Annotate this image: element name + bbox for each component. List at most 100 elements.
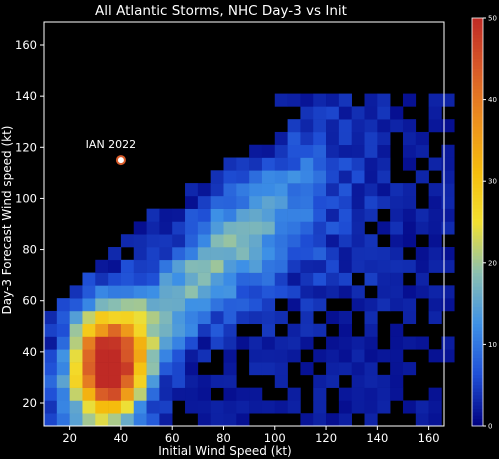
heatmap-cell bbox=[44, 310, 58, 325]
heatmap-cell bbox=[274, 183, 288, 197]
colorbar-segment bbox=[472, 334, 483, 338]
heatmap-cell bbox=[210, 413, 224, 427]
heatmap-cell bbox=[338, 272, 352, 286]
heatmap-cell bbox=[428, 247, 442, 261]
heatmap-cell bbox=[313, 387, 327, 401]
heatmap-cell bbox=[338, 131, 352, 146]
heatmap-cell bbox=[377, 119, 391, 133]
heatmap-cell bbox=[326, 208, 340, 222]
heatmap-cell bbox=[197, 298, 211, 312]
heatmap-cell bbox=[69, 349, 83, 363]
heatmap-cell bbox=[313, 349, 327, 363]
heatmap-cell bbox=[351, 144, 365, 158]
heatmap-cell bbox=[377, 387, 391, 401]
heatmap-cell bbox=[326, 144, 340, 158]
heatmap-cell bbox=[326, 336, 340, 350]
x-tick-label: 80 bbox=[216, 431, 231, 445]
colorbar-segment bbox=[472, 344, 483, 349]
heatmap-cell bbox=[364, 131, 378, 146]
heatmap-cell bbox=[223, 298, 237, 312]
heatmap-cell bbox=[159, 413, 173, 427]
heatmap-cell bbox=[300, 323, 314, 337]
heatmap-cell bbox=[428, 221, 442, 235]
colorbar-segment bbox=[472, 75, 483, 80]
heatmap-cell bbox=[95, 362, 109, 376]
heatmap-cell bbox=[159, 374, 173, 388]
heatmap-cell bbox=[441, 221, 455, 235]
colorbar-segment bbox=[472, 310, 483, 315]
heatmap-cell bbox=[287, 144, 301, 158]
heatmap-cell bbox=[210, 400, 224, 414]
colorbar-segment bbox=[472, 140, 483, 145]
heatmap-cell bbox=[249, 247, 263, 261]
heatmap-cell bbox=[428, 413, 442, 427]
heatmap-cell bbox=[197, 310, 211, 325]
colorbar-segment bbox=[472, 205, 483, 209]
heatmap-cell bbox=[326, 247, 340, 261]
y-tick-label: 80 bbox=[22, 243, 37, 257]
heatmap-cell bbox=[146, 285, 160, 299]
heatmap-cell bbox=[108, 259, 122, 273]
heatmap-cell bbox=[249, 170, 263, 184]
heatmap-cell bbox=[287, 234, 301, 248]
heatmap-cell bbox=[56, 298, 70, 312]
colorbar-segment bbox=[472, 143, 483, 148]
heatmap-cell bbox=[210, 183, 224, 197]
heatmap-cell bbox=[326, 259, 340, 273]
heatmap-cell bbox=[69, 310, 83, 325]
colorbar-segment bbox=[472, 109, 483, 114]
heatmap-cell bbox=[326, 285, 340, 299]
heatmap-cell bbox=[44, 349, 58, 363]
heatmap-cell bbox=[120, 336, 135, 350]
colorbar-segment bbox=[472, 307, 483, 311]
heatmap-cell bbox=[313, 208, 327, 222]
heatmap-cell bbox=[351, 285, 365, 299]
heatmap-cell bbox=[108, 272, 122, 286]
colorbar-segment bbox=[472, 378, 483, 383]
heatmap-cell bbox=[300, 106, 314, 120]
heatmap-cell bbox=[402, 157, 417, 171]
heatmap-cell bbox=[185, 208, 199, 222]
heatmap-cell bbox=[390, 272, 404, 286]
heatmap-cell bbox=[82, 413, 96, 427]
heatmap-cell bbox=[287, 157, 301, 171]
heatmap-cell bbox=[441, 183, 455, 197]
heatmap-cell bbox=[185, 349, 199, 363]
heatmap-cell bbox=[236, 157, 250, 171]
heatmap-cell bbox=[261, 157, 276, 171]
heatmap-cell bbox=[364, 400, 378, 414]
heatmap-cell bbox=[69, 323, 83, 337]
heatmap-cell bbox=[185, 259, 199, 273]
heatmap-cell bbox=[172, 387, 186, 401]
heatmap-cell bbox=[159, 400, 173, 414]
heatmap-cell bbox=[377, 349, 391, 363]
heatmap-cell bbox=[313, 106, 327, 120]
heatmap-cell bbox=[133, 298, 147, 312]
colorbar-tick-label: 20 bbox=[488, 259, 497, 267]
heatmap-cell bbox=[197, 387, 211, 401]
heatmap-cell bbox=[172, 247, 186, 261]
storm-label: IAN 2022 bbox=[86, 138, 137, 151]
heatmap-cell bbox=[390, 234, 404, 248]
heatmap-cell bbox=[95, 374, 109, 388]
heatmap-cell bbox=[326, 221, 340, 235]
heatmap-cell bbox=[95, 336, 109, 350]
heatmap-cell bbox=[95, 349, 109, 363]
heatmap-cell bbox=[236, 208, 250, 222]
heatmap-cell bbox=[69, 298, 83, 312]
heatmap-cell bbox=[274, 247, 288, 261]
heatmap-cell bbox=[338, 93, 352, 107]
heatmap-cell bbox=[313, 413, 327, 427]
heatmap-cell bbox=[326, 349, 340, 363]
heatmap-cell bbox=[274, 349, 288, 363]
heatmap-cell bbox=[338, 285, 352, 299]
heatmap-cell bbox=[108, 413, 122, 427]
colorbar-tick-label: 50 bbox=[488, 15, 497, 23]
colorbar-segment bbox=[472, 242, 483, 247]
heatmap-cell bbox=[338, 362, 352, 376]
heatmap-cell bbox=[146, 259, 160, 273]
colorbar-segment bbox=[472, 269, 483, 274]
heatmap-cell bbox=[441, 93, 455, 107]
heatmap-cell bbox=[441, 144, 455, 158]
colorbar-segment bbox=[472, 327, 483, 332]
